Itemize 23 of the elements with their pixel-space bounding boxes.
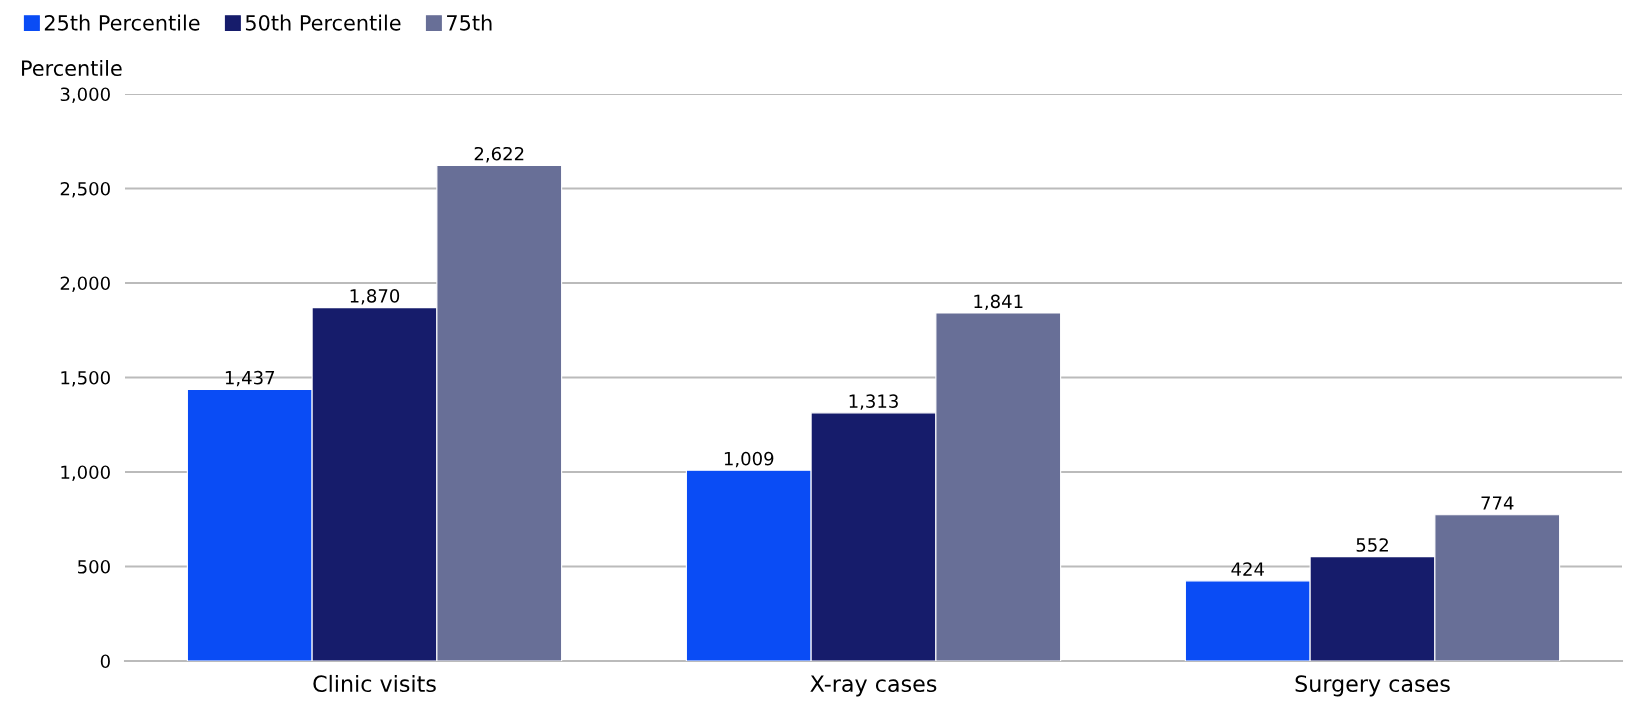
data-label: 1,009: [724, 451, 774, 468]
legend-label: 50th Percentile: [245, 14, 401, 31]
data-label: 552: [1356, 538, 1388, 552]
x-tick-label: Surgery cases: [1295, 675, 1450, 697]
data-label: 1,841: [974, 294, 1023, 311]
x-tick-label: Clinic visits: [313, 674, 436, 693]
data-label: 1,870: [350, 289, 400, 305]
legend-label: 75th: [447, 14, 492, 31]
y-tick-label: 3,000: [60, 87, 110, 103]
data-label: 424: [1231, 562, 1264, 576]
y-tick-label: 1,500: [61, 370, 110, 387]
y-tick-label: 1,000: [61, 465, 110, 481]
data-label: 1,313: [849, 394, 898, 410]
y-tick-label: 2,500: [60, 181, 110, 198]
data-label: 774: [1481, 496, 1514, 510]
y-tick-label: 500: [78, 559, 110, 574]
data-label: 1,437: [225, 370, 275, 387]
y-axis-title: Percentile: [22, 59, 122, 77]
x-tick-label: X-ray cases: [810, 675, 937, 697]
y-tick-label: 0: [100, 654, 110, 669]
legend-label: 25th Percentile: [44, 14, 200, 31]
y-tick-label: 2,000: [60, 276, 110, 292]
data-label: 2,622: [474, 146, 524, 163]
